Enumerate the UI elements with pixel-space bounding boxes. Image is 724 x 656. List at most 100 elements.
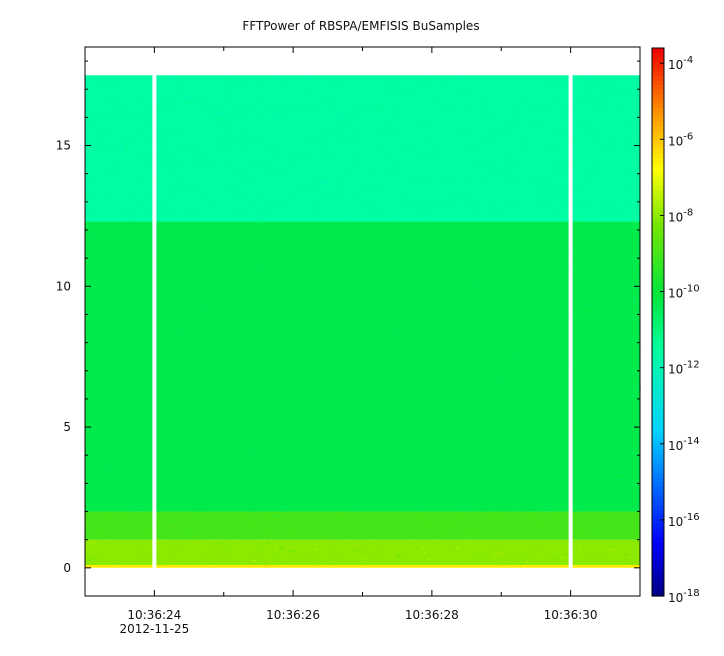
spectrogram-speckle: [621, 348, 625, 350]
spectrogram-speckle: [208, 565, 211, 567]
spectrogram-speckle: [583, 309, 588, 311]
spectrogram-speckle: [328, 155, 333, 157]
spectrogram-speckle: [616, 517, 622, 519]
spectrogram-speckle: [230, 78, 235, 81]
spectrogram-speckle: [600, 108, 604, 110]
spectrogram-speckle: [465, 339, 471, 341]
spectrogram-speckle: [459, 77, 464, 79]
spectrogram-speckle: [231, 436, 237, 438]
spectrogram-speckle: [484, 553, 490, 555]
spectrogram-speckle: [598, 554, 604, 556]
spectrogram-speckle: [548, 79, 552, 82]
spectrogram-speckle: [387, 421, 391, 423]
spectrogram-speckle: [451, 524, 455, 526]
y-tick-label: 5: [63, 420, 71, 434]
spectrogram-speckle: [528, 140, 533, 142]
spectrogram-speckle: [115, 359, 120, 361]
spectrogram-speckle: [526, 91, 531, 93]
spectrogram-speckle: [516, 350, 521, 352]
spectrogram-speckle: [296, 162, 300, 164]
spectrogram-speckle: [583, 422, 589, 424]
spectrogram-speckle: [306, 211, 311, 213]
spectrogram-speckle: [134, 551, 138, 554]
spectrogram-speckle: [333, 537, 336, 539]
spectrogram-speckle: [127, 344, 132, 346]
spectrogram-speckle: [285, 471, 289, 473]
spectrogram-speckle: [341, 108, 345, 110]
spectrogram-speckle: [612, 157, 616, 159]
spectrogram-speckle: [627, 154, 631, 156]
spectrogram-speckle: [280, 403, 284, 405]
colorbar-segment: [652, 116, 664, 122]
spectrogram-speckle: [341, 521, 345, 523]
spectrogram-speckle: [331, 193, 336, 195]
spectrogram-speckle: [212, 175, 218, 177]
spectrogram-speckle: [276, 515, 281, 517]
spectrogram-speckle: [452, 94, 458, 96]
spectrogram-speckle: [120, 260, 125, 263]
spectrogram-speckle: [93, 542, 97, 544]
spectrogram-speckle: [343, 142, 346, 144]
spectrogram-speckle: [613, 265, 617, 267]
spectrogram-speckle: [608, 545, 613, 547]
spectrogram-speckle: [177, 546, 181, 548]
no-data-region: [85, 47, 640, 76]
spectrogram-speckle: [350, 289, 354, 291]
spectrogram-speckle: [224, 256, 230, 258]
spectrogram-speckle: [394, 480, 399, 482]
spectrogram-speckle: [115, 104, 121, 107]
spectrogram-speckle: [127, 414, 133, 416]
spectrogram-speckle: [220, 542, 224, 544]
spectrogram-speckle: [150, 83, 154, 85]
spectrogram-speckle: [443, 387, 448, 390]
x-tick-label: 10:36:28: [405, 608, 459, 622]
spectrogram-speckle: [376, 547, 379, 549]
spectrogram-speckle: [503, 281, 509, 283]
spectrogram-speckle: [321, 304, 325, 306]
spectrogram-speckle: [177, 83, 180, 85]
spectrogram-speckle: [435, 431, 439, 433]
colorbar-tick-label: 10-12: [668, 360, 700, 377]
spectrogram-speckle: [138, 117, 143, 119]
spectrogram-speckle: [189, 365, 193, 367]
spectrogram-speckle: [540, 177, 543, 179]
spectrogram-speckle: [243, 483, 248, 485]
spectrogram-speckle: [112, 565, 118, 567]
spectrogram-speckle: [537, 265, 543, 268]
spectrogram-speckle: [521, 397, 524, 399]
spectrogram-speckle: [283, 83, 287, 85]
spectrogram-speckle: [125, 445, 131, 448]
spectrogram-speckle: [525, 561, 529, 563]
spectrogram-speckle: [158, 203, 162, 205]
spectrogram-speckle: [402, 394, 408, 397]
colorbar-segment: [652, 577, 664, 583]
spectrogram-speckle: [142, 493, 147, 496]
spectrogram-speckle: [185, 111, 189, 113]
spectrogram-speckle: [329, 157, 334, 159]
spectrogram-speckle: [218, 118, 221, 120]
spectrogram-speckle: [139, 513, 145, 515]
spectrogram-speckle: [239, 502, 245, 504]
spectrogram-speckle: [95, 136, 101, 138]
spectrogram-speckle: [272, 515, 277, 517]
spectrogram-speckle: [480, 399, 483, 401]
spectrogram-speckle: [122, 234, 127, 237]
spectrogram-speckle: [160, 226, 163, 228]
spectrogram-speckle: [606, 286, 611, 289]
spectrogram-speckle: [293, 403, 298, 405]
spectrogram-speckle: [165, 560, 170, 563]
spectrogram-speckle: [148, 94, 152, 96]
spectrogram-speckle: [625, 554, 628, 556]
spectrogram-speckle: [531, 354, 534, 356]
spectrogram-speckle: [149, 118, 155, 120]
spectrogram-speckle: [370, 521, 374, 523]
spectrogram-speckle: [208, 537, 212, 539]
colorbar-segment: [652, 363, 664, 369]
spectrogram-speckle: [593, 208, 598, 211]
y-tick-label: 10: [56, 279, 71, 293]
spectrogram-speckle: [604, 257, 609, 259]
spectrogram-speckle: [494, 480, 499, 482]
spectrogram-speckle: [549, 131, 552, 133]
spectrogram-speckle: [208, 535, 211, 537]
spectrogram-speckle: [506, 240, 510, 242]
